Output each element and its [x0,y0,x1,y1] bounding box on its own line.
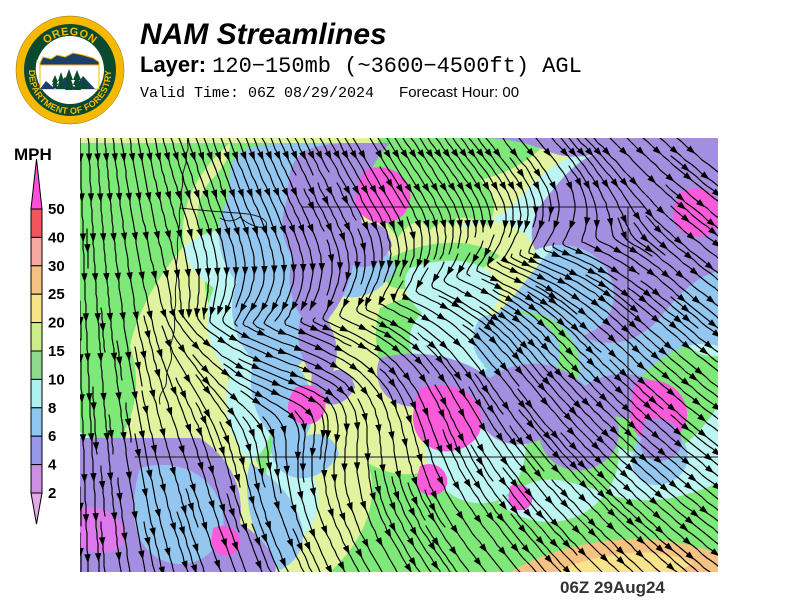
svg-text:2: 2 [48,485,56,502]
svg-text:15: 15 [48,343,65,360]
svg-text:6: 6 [48,428,56,445]
svg-text:8: 8 [48,400,56,417]
svg-text:40: 40 [48,230,65,247]
svg-text:50: 50 [48,201,65,218]
svg-text:4: 4 [48,457,57,474]
svg-text:25: 25 [48,286,65,303]
svg-text:20: 20 [48,315,65,332]
svg-text:10: 10 [48,371,65,388]
svg-text:30: 30 [48,258,65,275]
